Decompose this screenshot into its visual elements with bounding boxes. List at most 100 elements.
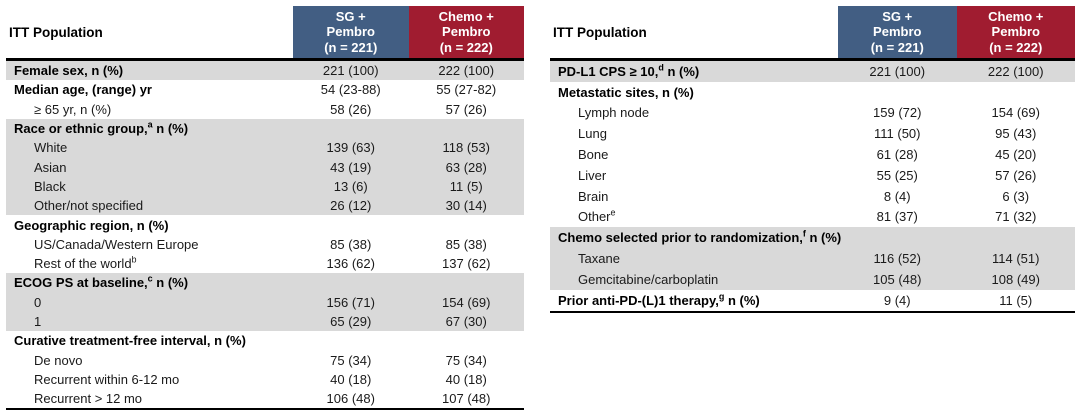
row-value: 55 (25) <box>876 167 918 183</box>
table-row: Black 13 (6) 11 (5) <box>6 176 524 197</box>
table-row: Prior anti-PD-(L)1 therapy,g n (%) 9 (4) 1… <box>550 290 1075 311</box>
row-value: 222 (100) <box>987 63 1044 79</box>
column-header-line: Pembro <box>442 24 491 40</box>
table-corner-label: ITT Population <box>9 24 103 40</box>
row-value: 75 (34) <box>330 352 372 368</box>
table-row: ≥ 65 yr, n (%) 58 (26) 57 (26) <box>6 100 524 119</box>
row-value: 13 (6) <box>333 178 368 194</box>
row-value: 85 (38) <box>330 236 372 252</box>
table-row: 0 156 (71) 154 (69) <box>6 292 524 312</box>
row-label: Prior anti-PD-(L)1 therapy,g n (%) <box>558 291 760 308</box>
row-value: 154 (69) <box>442 294 491 310</box>
row-value: 154 (69) <box>991 105 1040 121</box>
row-value: 221 (100) <box>322 63 379 79</box>
row-label: White <box>34 140 68 156</box>
table-row: De novo 75 (34) 75 (34) <box>6 350 524 369</box>
row-label: Bone <box>578 147 609 163</box>
row-label: Lung <box>578 126 607 142</box>
table-body: Female sex, n (%) 221 (100) 222 (100) Media… <box>6 61 524 411</box>
table-row: Liver 55 (25) 57 (26) <box>550 165 1075 186</box>
row-label: Race or ethnic group,a n (%) <box>14 119 189 137</box>
table-header: ITT Population SG + Pembro (n = 221) Chemo +… <box>6 6 524 61</box>
table-row: Race or ethnic group,a n (%) <box>6 118 524 139</box>
row-value: 30 (14) <box>445 198 487 214</box>
row-label: Liver <box>578 167 607 183</box>
table-corner-label: ITT Population <box>553 24 647 40</box>
table-row: Gemcitabine/carboplatin 105 (48) 108 (49) <box>550 268 1075 290</box>
row-value: 9 (4) <box>883 292 911 308</box>
row-label: Median age, (range) yr <box>14 82 152 98</box>
column-header-line: Chemo + <box>438 8 494 24</box>
row-value: 85 (38) <box>445 236 487 252</box>
row-label: Chemo selected prior to randomization,f … <box>558 228 842 246</box>
table-header: ITT Population SG + Pembro (n = 221) Chemo +… <box>550 6 1075 61</box>
row-label: PD-L1 CPS ≥ 10,d n (%) <box>558 62 700 79</box>
row-label: Recurrent within 6-12 mo <box>34 371 180 387</box>
row-value: 71 (32) <box>995 209 1037 225</box>
table-row: Brain 8 (4) 6 (3) <box>550 186 1075 207</box>
row-value: 54 (23-88) <box>320 82 381 98</box>
row-label: Othere <box>578 208 616 225</box>
row-value: 111 (50) <box>874 126 921 142</box>
column-header-sg-pembro: SG + Pembro (n = 221) <box>838 6 957 58</box>
table-row: Rest of the worldb 136 (62) 137 (62) <box>6 254 524 273</box>
column-header-line: (n = 221) <box>324 39 378 55</box>
column-header-line: (n = 222) <box>439 39 493 55</box>
row-value: 67 (30) <box>445 314 487 329</box>
baseline-table-left: ITT Population SG + Pembro (n = 221) Chemo +… <box>6 6 524 411</box>
row-label: Recurrent > 12 mo <box>34 391 143 407</box>
table-row: PD-L1 CPS ≥ 10,d n (%) 221 (100) 222 (100) <box>550 61 1075 82</box>
row-label: Female sex, n (%) <box>14 63 124 79</box>
row-value: 57 (26) <box>995 167 1037 183</box>
row-value: 114 (51) <box>992 251 1040 267</box>
row-value: 139 (63) <box>326 140 375 156</box>
row-value: 58 (26) <box>330 101 372 117</box>
row-value: 61 (28) <box>876 147 918 163</box>
row-label: Gemcitabine/carboplatin <box>578 271 719 287</box>
row-value: 55 (27-82) <box>436 82 497 98</box>
row-label: Taxane <box>578 251 620 267</box>
row-value: 8 (4) <box>883 188 911 204</box>
table-row: Female sex, n (%) 221 (100) 222 (100) <box>6 61 524 81</box>
row-value: 40 (18) <box>445 371 487 387</box>
row-label: Other/not specified <box>34 198 144 214</box>
table-row: Median age, (range) yr 54 (23-88) 55 (27-8… <box>6 80 524 99</box>
table-row: Lung 111 (50) 95 (43) <box>550 123 1075 144</box>
row-value: 45 (20) <box>995 147 1037 163</box>
table-row: White 139 (63) 118 (53) <box>6 138 524 158</box>
table-row: Recurrent > 12 mo 106 (48) 107 (48) <box>6 389 524 408</box>
row-value: 159 (72) <box>873 105 922 121</box>
column-header-chemo-pembro: Chemo + Pembro (n = 222) <box>408 6 524 58</box>
column-header-line: Pembro <box>873 24 922 40</box>
table-row: Recurrent within 6-12 mo 40 (18) 40 (18) <box>6 370 524 389</box>
table-row: Curative treatment-free interval, n (%) <box>6 331 524 350</box>
row-label: Asian <box>34 159 67 175</box>
row-value: 43 (19) <box>330 159 372 175</box>
row-label: US/Canada/Western Europe <box>34 236 199 252</box>
baseline-table-right: ITT Population SG + Pembro (n = 221) Chemo +… <box>550 6 1075 313</box>
table-body: PD-L1 CPS ≥ 10,d n (%) 221 (100) 222 (100)… <box>550 61 1075 313</box>
column-header-line: (n = 221) <box>870 39 924 55</box>
row-label: De novo <box>34 352 83 368</box>
row-label: Geographic region, n (%) <box>14 217 169 233</box>
row-label: Brain <box>578 188 609 204</box>
column-header-line: SG + <box>335 8 366 24</box>
row-value: 105 (48) <box>873 271 922 287</box>
row-label: Lymph node <box>578 105 650 121</box>
row-value: 107 (48) <box>442 391 491 407</box>
row-value: 116 (52) <box>873 251 921 267</box>
column-header-chemo-pembro: Chemo + Pembro (n = 222) <box>956 6 1075 58</box>
table-row: Othere 81 (37) 71 (32) <box>550 207 1075 228</box>
table-row: Chemo selected prior to randomization,f … <box>550 227 1075 249</box>
table-row: 1 65 (29) 67 (30) <box>6 311 524 332</box>
table-row: Asian 43 (19) 63 (28) <box>6 157 524 177</box>
row-value: 65 (29) <box>330 314 372 329</box>
row-value: 222 (100) <box>438 63 495 79</box>
column-header-line: Pembro <box>326 24 375 40</box>
table-row: Taxane 116 (52) 114 (51) <box>550 248 1075 269</box>
table-row: Bone 61 (28) 45 (20) <box>550 144 1075 165</box>
column-header-line: Pembro <box>991 24 1040 40</box>
column-header-line: (n = 222) <box>989 39 1043 55</box>
row-value: 156 (71) <box>326 294 375 310</box>
